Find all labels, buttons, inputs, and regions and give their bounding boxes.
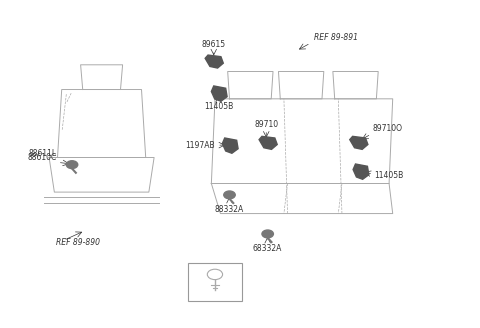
Polygon shape — [259, 136, 277, 149]
Text: REF 89-891: REF 89-891 — [314, 33, 358, 42]
Circle shape — [66, 161, 78, 169]
Text: 88611L: 88611L — [28, 149, 56, 158]
Polygon shape — [353, 164, 369, 179]
Circle shape — [224, 191, 235, 199]
Text: 11405B: 11405B — [204, 102, 233, 111]
Text: 11405B: 11405B — [374, 171, 404, 180]
Text: 88610C: 88610C — [27, 154, 56, 162]
Polygon shape — [211, 86, 227, 101]
Polygon shape — [222, 138, 238, 153]
Text: 89615: 89615 — [202, 40, 226, 49]
Text: 55746: 55746 — [203, 267, 227, 276]
Circle shape — [262, 230, 274, 238]
Text: 68332A: 68332A — [253, 244, 282, 253]
Text: 88332A: 88332A — [215, 205, 244, 214]
Polygon shape — [205, 55, 223, 68]
Text: REF 89-890: REF 89-890 — [56, 238, 100, 247]
Text: 89710O: 89710O — [372, 124, 403, 133]
Text: 89710: 89710 — [254, 120, 278, 129]
Bar — [188, 263, 242, 300]
Polygon shape — [350, 136, 368, 149]
Text: 1197AB: 1197AB — [186, 141, 215, 150]
